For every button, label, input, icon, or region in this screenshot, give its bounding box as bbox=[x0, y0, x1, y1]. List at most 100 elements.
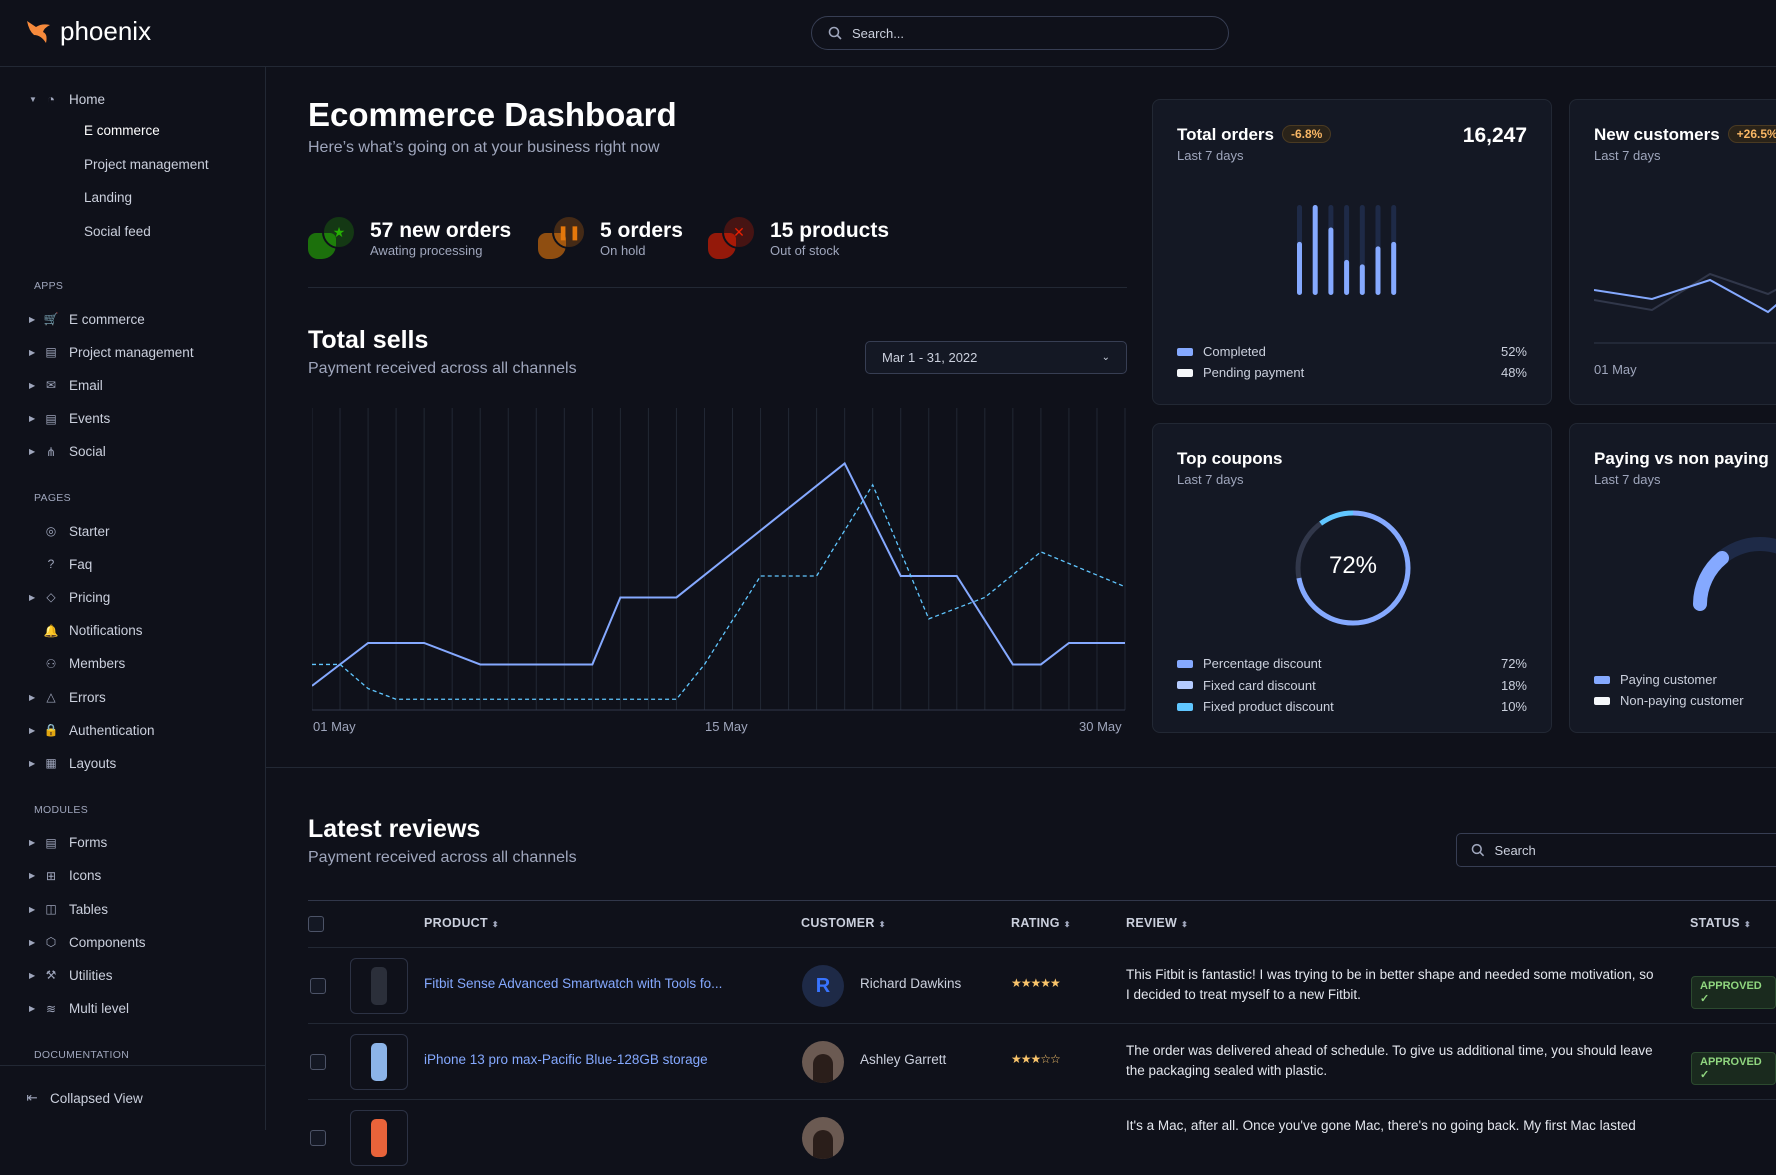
sidebar: ▼ ◔ Home E commerce Project management Landin… bbox=[0, 67, 266, 1130]
sidebar-item-home[interactable]: ▼ ◔ Home bbox=[0, 84, 266, 114]
share-icon: ⋔ bbox=[45, 444, 57, 459]
sidebar-item-forms[interactable]: ▶ ▤ Forms bbox=[0, 828, 266, 858]
sidebar-item-label: Social bbox=[69, 444, 106, 460]
sidebar-item-project-management[interactable]: ▶ ▤ Project management bbox=[0, 337, 266, 367]
card-title: Paying vs non paying bbox=[1594, 449, 1769, 468]
collapse-view-button[interactable]: ⇤ Collapsed View bbox=[0, 1083, 266, 1113]
sidebar-item-e-commerce[interactable]: ▶ 🛒 E commerce bbox=[0, 304, 266, 334]
date-range-select[interactable]: Mar 1 - 31, 2022 ⌄ bbox=[865, 341, 1127, 374]
top-coupons-card: Top coupons Last 7 days 72% Percentage d… bbox=[1152, 423, 1552, 733]
bar bbox=[1328, 227, 1334, 295]
sidebar-item-label: E commerce bbox=[69, 311, 145, 327]
status-badge: APPROVED ✓ bbox=[1691, 976, 1776, 1009]
sidebar-footer-divider bbox=[0, 1065, 266, 1066]
avatar bbox=[802, 1041, 844, 1083]
sort-icon: ⬍ bbox=[1181, 920, 1189, 929]
sidebar-subitem[interactable]: Landing bbox=[84, 190, 133, 205]
sidebar-item-errors[interactable]: ▶ △ Errors bbox=[0, 682, 266, 712]
pause-icon: ❚❚ bbox=[552, 215, 586, 249]
caret-right-icon: ▶ bbox=[29, 838, 36, 848]
sidebar-item-label: Notifications bbox=[69, 623, 143, 639]
row-checkbox[interactable] bbox=[310, 1054, 326, 1070]
legend-item: Percentage discount 72% bbox=[1177, 656, 1527, 671]
sidebar-item-components[interactable]: ▶ ⬡ Components bbox=[0, 927, 266, 957]
sort-icon: ⬍ bbox=[878, 920, 886, 929]
reviews-search-input[interactable] bbox=[1494, 842, 1776, 858]
new-customers-card: New customers +26.5% Last 7 days 01 May bbox=[1569, 99, 1776, 405]
sidebar-item-events[interactable]: ▶ ▤ Events bbox=[0, 404, 266, 434]
legend-label: Paying customer bbox=[1620, 672, 1717, 687]
legend-value: 72% bbox=[1500, 656, 1527, 671]
product-thumbnail[interactable] bbox=[350, 1110, 408, 1166]
tag-icon: ◇ bbox=[46, 590, 56, 605]
person-icon bbox=[813, 1054, 833, 1083]
customer-name[interactable]: Ashley Garrett bbox=[860, 1052, 947, 1067]
customer-name[interactable]: Richard Dawkins bbox=[860, 976, 962, 991]
bar bbox=[1359, 264, 1365, 295]
legend-swatch bbox=[1594, 696, 1610, 705]
bar bbox=[1297, 241, 1302, 295]
column-header-product[interactable]: PRODUCT ⬍ bbox=[424, 916, 499, 930]
grid-icon: ⊞ bbox=[45, 868, 57, 883]
card-title: Total orders -6.8% bbox=[1177, 125, 1332, 145]
cart-icon: 🛒 bbox=[43, 312, 59, 326]
reviews-search[interactable] bbox=[1456, 833, 1776, 867]
orders-bar-chart bbox=[1297, 205, 1397, 295]
sidebar-item-email[interactable]: ▶ ✉ Email bbox=[0, 370, 266, 400]
status-label: APPROVED bbox=[1700, 1056, 1762, 1068]
sidebar-subitem[interactable]: Social feed bbox=[84, 223, 151, 239]
sidebar-item-authentication[interactable]: ▶ 🔒 Authentication bbox=[0, 715, 266, 745]
sidebar-item-label: Authentication bbox=[69, 722, 155, 738]
sidebar-item-social[interactable]: ▶ ⋔ Social bbox=[0, 437, 266, 467]
column-header-customer[interactable]: CUSTOMER ⬍ bbox=[801, 916, 886, 930]
select-all-checkbox[interactable] bbox=[308, 916, 324, 932]
sidebar-item-members[interactable]: ⚇ Members bbox=[0, 649, 266, 679]
legend-value: 48% bbox=[1500, 365, 1527, 380]
bar bbox=[1375, 246, 1381, 295]
legend-swatch bbox=[1177, 347, 1193, 356]
x-tick-label: 01 May bbox=[1594, 362, 1637, 377]
column-header-rating[interactable]: RATING ⬍ bbox=[1011, 916, 1071, 930]
avatar bbox=[802, 1117, 844, 1159]
product-link[interactable]: Fitbit Sense Advanced Smartwatch with To… bbox=[424, 976, 723, 991]
stat-item: ❚❚ 5 orders On hold bbox=[538, 213, 683, 263]
columns-icon: ◫ bbox=[45, 902, 57, 916]
product-thumbnail[interactable] bbox=[350, 958, 408, 1014]
sidebar-item-faq[interactable]: ? Faq bbox=[0, 549, 266, 579]
sidebar-item-tables[interactable]: ▶ ◫ Tables bbox=[0, 894, 266, 924]
total-orders-value: 16,247 bbox=[1462, 124, 1527, 147]
table-row: iPhone 13 pro max-Pacific Blue-128GB sto… bbox=[308, 1023, 1776, 1099]
rating-stars: ★★★★★ bbox=[1011, 976, 1061, 990]
product-link[interactable]: iPhone 13 pro max-Pacific Blue-128GB sto… bbox=[424, 1052, 708, 1067]
global-search[interactable] bbox=[811, 16, 1229, 50]
row-checkbox[interactable] bbox=[310, 1130, 326, 1146]
sidebar-item-label: Multi level bbox=[69, 1001, 130, 1017]
sidebar-item-multi-level[interactable]: ▶ ≋ Multi level bbox=[0, 994, 266, 1024]
legend-pending: Pending payment 48% bbox=[1177, 365, 1527, 380]
sidebar-item-pricing[interactable]: ▶ ◇ Pricing bbox=[0, 582, 266, 612]
tool-icon: ⚒ bbox=[45, 968, 57, 983]
sidebar-subitem[interactable]: E commerce bbox=[84, 123, 160, 138]
chevron-down-icon: ⌄ bbox=[1101, 352, 1110, 363]
product-thumbnail[interactable] bbox=[350, 1034, 408, 1090]
sidebar-subitem[interactable]: Project management bbox=[84, 156, 209, 172]
caret-right-icon: ▶ bbox=[29, 725, 36, 735]
logo[interactable]: phoenix bbox=[24, 16, 151, 47]
sidebar-item-layouts[interactable]: ▶ ▦ Layouts bbox=[0, 748, 266, 778]
sidebar-item-icons[interactable]: ▶ ⊞ Icons bbox=[0, 861, 266, 891]
sidebar-item-notifications[interactable]: 🔔 Notifications bbox=[0, 616, 266, 646]
sidebar-item-utilities[interactable]: ▶ ⚒ Utilities bbox=[0, 960, 266, 990]
star-icon: ★ bbox=[322, 215, 356, 249]
search-icon bbox=[828, 26, 842, 40]
legend-value: 18% bbox=[1500, 677, 1527, 693]
column-header-status[interactable]: STATUS ⬍ bbox=[1690, 916, 1751, 930]
stat-value: 57 new orders bbox=[370, 218, 512, 242]
sidebar-item-starter[interactable]: ◎ Starter bbox=[0, 516, 266, 546]
bar bbox=[1312, 205, 1318, 295]
sort-icon: ⬍ bbox=[1743, 920, 1751, 929]
search-input[interactable] bbox=[852, 25, 1152, 41]
column-header-review[interactable]: REVIEW ⬍ bbox=[1126, 916, 1188, 930]
sidebar-section-heading: MODULES bbox=[34, 803, 89, 816]
row-checkbox[interactable] bbox=[310, 978, 326, 994]
total-sells-subtitle: Payment received across all channels bbox=[308, 360, 577, 377]
